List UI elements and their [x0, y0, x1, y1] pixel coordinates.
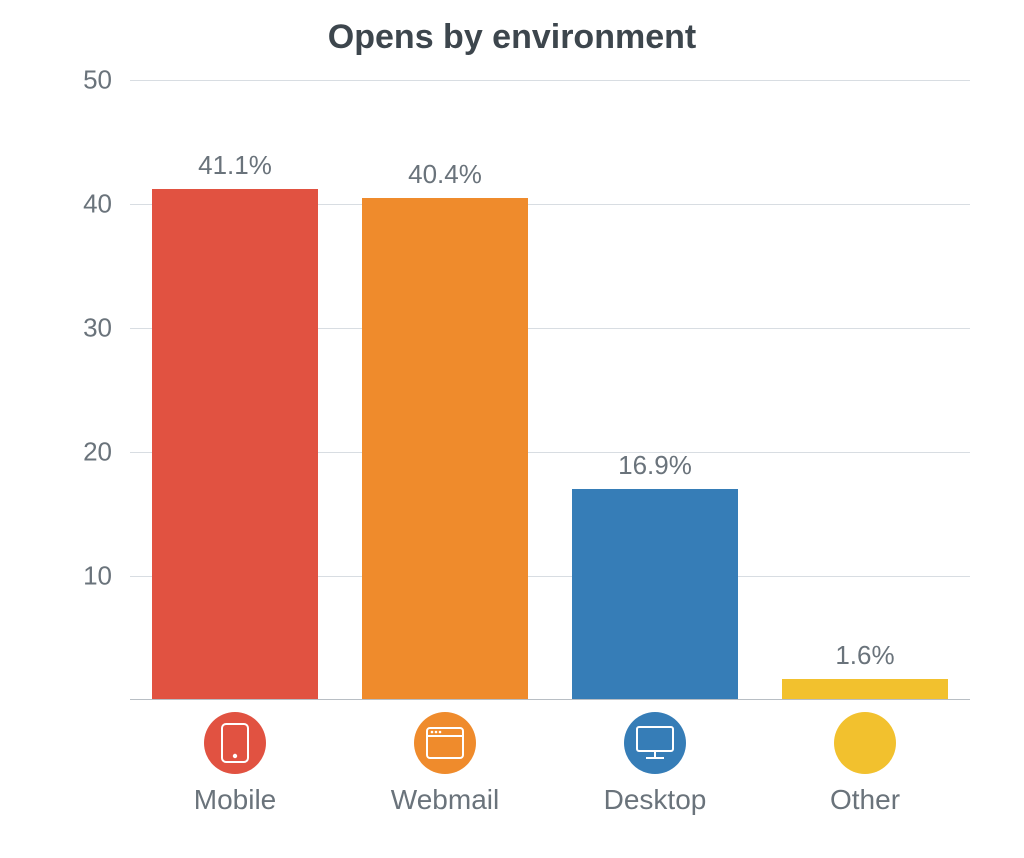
- gridline: [130, 80, 970, 81]
- legend-label: Mobile: [155, 784, 315, 816]
- legend: Mobile Webmail Desktop Other: [130, 712, 970, 852]
- legend-item-desktop: Desktop: [575, 712, 735, 816]
- y-tick-label: 40: [83, 189, 130, 220]
- bar-mobile: 41.1%: [152, 189, 318, 699]
- y-tick-label: 20: [83, 437, 130, 468]
- y-tick-label: 10: [83, 561, 130, 592]
- bar-other: 1.6%: [782, 679, 948, 699]
- legend-label: Webmail: [365, 784, 525, 816]
- chart-container: Opens by environment 10 20 30 40 50 41.1% 40.4…: [0, 0, 1024, 858]
- legend-item-webmail: Webmail: [365, 712, 525, 816]
- bar-value-label: 16.9%: [618, 450, 692, 489]
- bar-webmail: 40.4%: [362, 198, 528, 699]
- legend-label: Desktop: [575, 784, 735, 816]
- y-tick-label: 30: [83, 313, 130, 344]
- bar-value-label: 41.1%: [198, 150, 272, 189]
- bar-value-label: 1.6%: [835, 640, 894, 679]
- legend-label: Other: [785, 784, 945, 816]
- desktop-icon: [624, 712, 686, 774]
- legend-item-mobile: Mobile: [155, 712, 315, 816]
- x-axis-line: [130, 699, 970, 700]
- legend-item-other: Other: [785, 712, 945, 816]
- y-tick-label: 50: [83, 65, 130, 96]
- chart-title: Opens by environment: [0, 18, 1024, 57]
- bar-value-label: 40.4%: [408, 159, 482, 198]
- mobile-icon: [204, 712, 266, 774]
- plot-area: 102030405041.1%40.4%16.9%1.6%: [130, 80, 970, 700]
- other-icon: [834, 712, 896, 774]
- bar-desktop: 16.9%: [572, 489, 738, 699]
- webmail-icon: [414, 712, 476, 774]
